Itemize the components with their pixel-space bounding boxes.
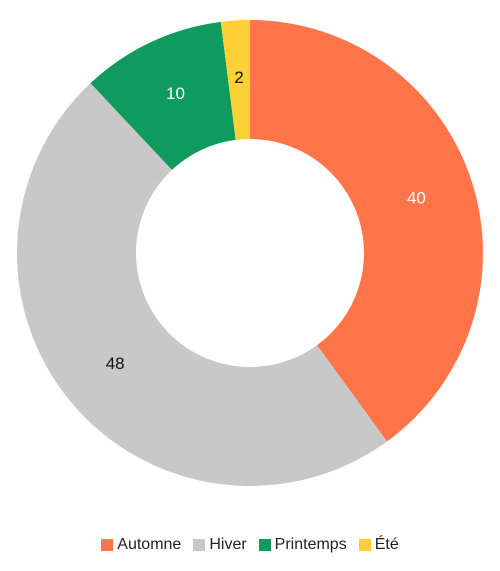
legend-item: Automne [101, 536, 181, 554]
data-label: 40 [407, 188, 426, 207]
legend-label: Hiver [209, 536, 247, 553]
slice [250, 20, 483, 442]
slice [17, 83, 387, 486]
data-label: 2 [234, 68, 243, 87]
legend-swatch [193, 539, 206, 551]
legend-label: Printemps [274, 536, 347, 553]
data-label: 10 [166, 84, 185, 103]
legend-label: Été [374, 536, 399, 553]
legend-item: Hiver [193, 536, 247, 554]
slice [90, 21, 236, 170]
legend: Automne Hiver Printemps Été [0, 536, 500, 554]
data-label: 48 [106, 354, 125, 373]
legend-swatch [258, 539, 271, 551]
legend-swatch [358, 539, 371, 551]
legend-item: Printemps [258, 536, 347, 554]
legend-item: Été [358, 536, 399, 554]
legend-swatch [101, 539, 114, 551]
slice [220, 20, 250, 140]
legend-label: Automne [117, 536, 182, 553]
chart: 40 48 10 2 [17, 20, 483, 486]
